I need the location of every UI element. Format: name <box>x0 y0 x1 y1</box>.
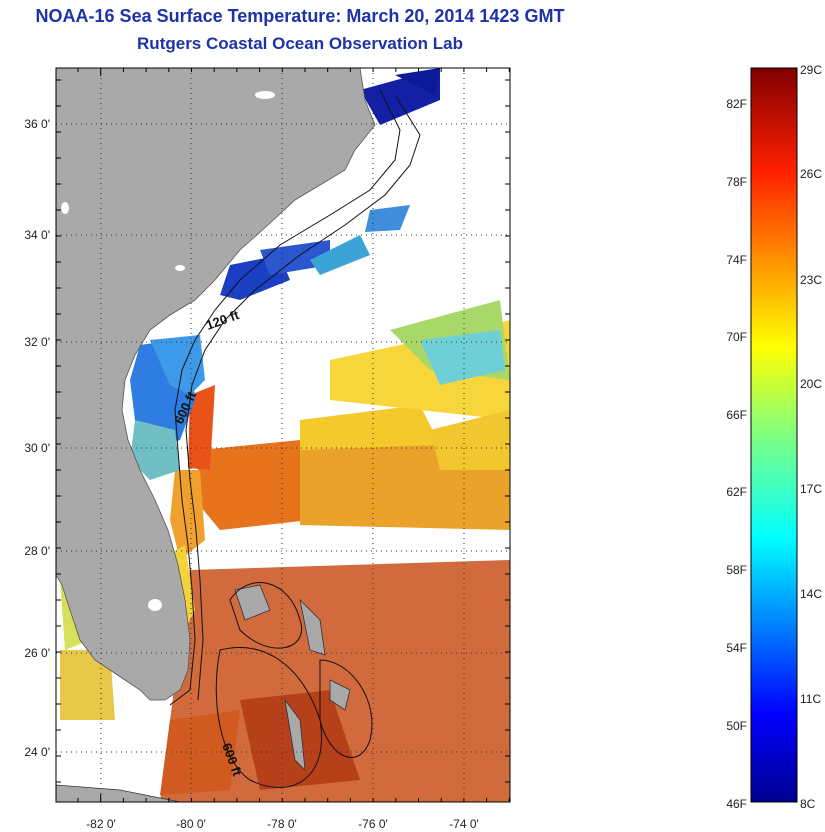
c-label: 29C <box>800 63 822 77</box>
c-label: 8C <box>800 797 816 811</box>
inland-lakes <box>61 91 275 611</box>
c-label: 20C <box>800 377 822 391</box>
f-label: 70F <box>726 330 747 344</box>
map-title: NOAA-16 Sea Surface Temperature: March 2… <box>35 6 565 26</box>
c-label: 14C <box>800 587 822 601</box>
bahamas-islands <box>56 584 351 802</box>
celsius-scale: 29C 26C 23C 20C 17C 14C 11C 8C <box>800 63 822 811</box>
lon-tick-label: -80 0' <box>176 817 206 831</box>
land-mass <box>56 68 376 701</box>
axis-ticks <box>56 68 510 802</box>
c-label: 11C <box>800 692 821 706</box>
f-label: 54F <box>726 641 747 655</box>
fahrenheit-scale: 82F 78F 74F 70F 66F 62F 58F 54F 50F 46F <box>726 97 747 811</box>
c-label: 23C <box>800 273 822 287</box>
f-label: 82F <box>726 97 747 111</box>
lat-tick-label: 34 0' <box>24 228 50 242</box>
c-label: 17C <box>800 482 822 496</box>
lat-tick-label: 32 0' <box>24 335 50 349</box>
sst-cold-patches <box>60 68 440 720</box>
lat-tick-label: 26 0' <box>24 646 50 660</box>
lat-tick-label: 30 0' <box>24 441 50 455</box>
f-label: 46F <box>726 797 747 811</box>
grid-lines <box>56 68 510 802</box>
map-plot-area: 120 ft 600 ft 600 ft <box>56 68 510 802</box>
map-frame <box>55 67 511 803</box>
lat-tick-label: 24 0' <box>24 745 50 759</box>
f-label: 78F <box>726 175 747 189</box>
lon-tick-label: -78 0' <box>267 817 297 831</box>
latitude-axis: 36 0' 34 0' 32 0' 30 0' 28 0' 26 0' 24 0… <box>24 117 50 759</box>
lon-tick-label: -76 0' <box>358 817 388 831</box>
f-label: 62F <box>726 485 747 499</box>
colorbar-gradient <box>750 67 798 803</box>
c-label: 26C <box>800 167 822 181</box>
map-subtitle: Rutgers Coastal Ocean Observation Lab <box>137 34 463 53</box>
f-label: 74F <box>726 253 747 267</box>
lat-tick-label: 28 0' <box>24 544 50 558</box>
depth-contours <box>169 89 421 788</box>
lon-tick-label: -82 0' <box>86 817 116 831</box>
f-label: 66F <box>726 408 747 422</box>
longitude-axis: -82 0' -80 0' -78 0' -76 0' -74 0' <box>86 817 479 831</box>
lat-tick-label: 36 0' <box>24 117 50 131</box>
f-label: 50F <box>726 719 747 733</box>
f-label: 58F <box>726 563 747 577</box>
lon-tick-label: -74 0' <box>449 817 479 831</box>
